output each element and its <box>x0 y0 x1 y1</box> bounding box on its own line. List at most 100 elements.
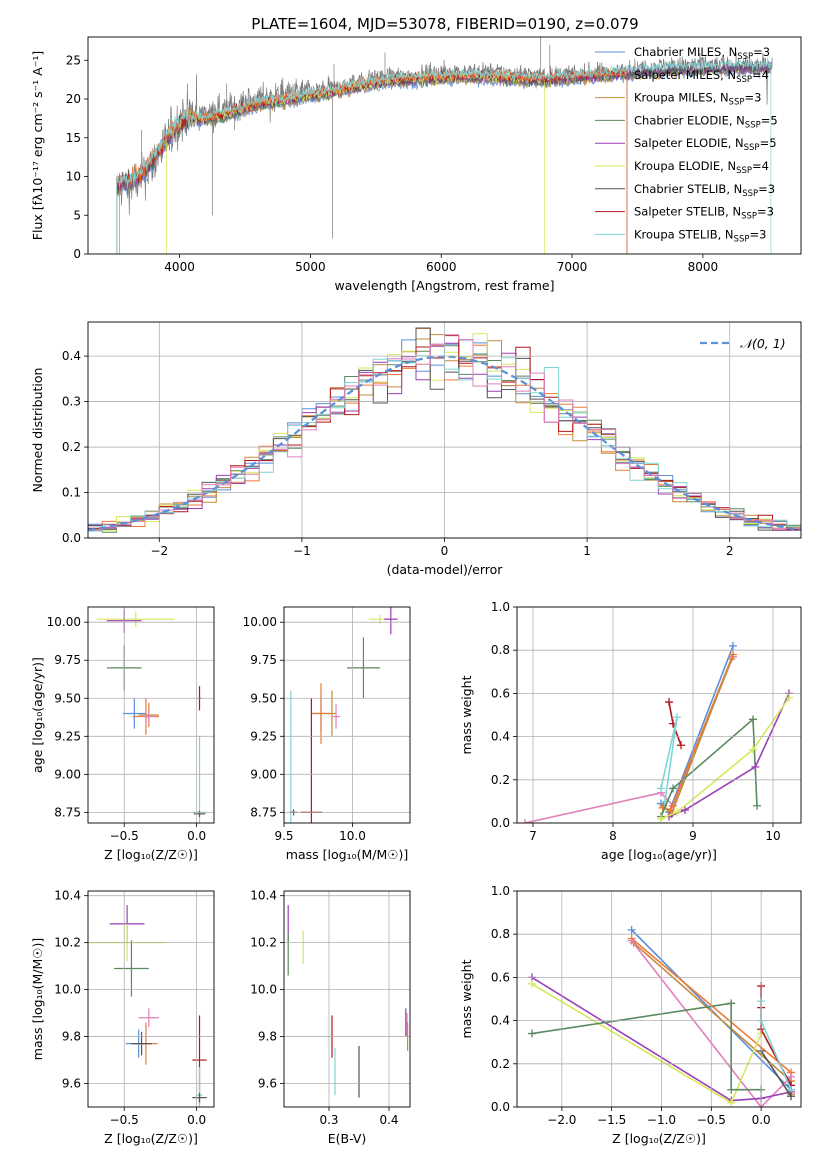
plus-marker <box>669 784 677 793</box>
legend: Chabrier MILES, NSSP=3 Salpeter MILES, NS… <box>595 45 778 244</box>
mass-weight-line <box>660 717 758 817</box>
legend-label-tail: =4 <box>752 159 769 173</box>
y-tick-label: 9.6 <box>62 1077 81 1091</box>
mass-weight-vs-Z-panel: −2.0 −1.5 −1.0 −0.5 0.0 0.0 0.2 0.4 0.6 0.8 1.0 Z [… <box>459 884 802 1146</box>
x-tick-label: 7000 <box>557 260 588 274</box>
errorbar-point <box>331 704 341 729</box>
y-tick-label: 10.0 <box>250 983 277 997</box>
plus-marker <box>521 819 529 823</box>
y-tick-label: 1.0 <box>491 600 510 614</box>
x-tick-label: 9 <box>689 829 697 843</box>
axes-frame <box>87 606 215 824</box>
axes-frame <box>87 321 802 539</box>
x-tick-label: 1 <box>583 544 591 558</box>
legend-label-subscript: SSP <box>729 98 745 108</box>
y-tick-label: 9.25 <box>250 729 277 743</box>
y-tick-label: 0.0 <box>491 1100 510 1114</box>
legend-label-subscript: SSP <box>744 143 760 153</box>
plus-marker <box>729 650 737 659</box>
mass-weight-line <box>531 976 792 1102</box>
errorbar-point <box>311 683 331 744</box>
x-tick-label: 0.4 <box>379 1113 398 1127</box>
x-axis-label: mass [log₁₀(M/M☉)] <box>286 847 408 862</box>
legend-label-tail: =3 <box>757 205 774 219</box>
x-tick-label: −0.5 <box>110 829 139 843</box>
x-tick-label: −1 <box>293 544 311 558</box>
legend-label-tail: =4 <box>752 68 769 82</box>
plus-marker <box>749 745 757 754</box>
y-axis-label: mass [log₁₀(M/M☉)] <box>30 938 45 1060</box>
plus-marker <box>753 801 761 810</box>
plus-marker <box>727 1085 736 1094</box>
y-tick-label: 0.6 <box>491 686 510 700</box>
y-tick-label: 0 <box>73 247 81 261</box>
x-tick-label: 9.5 <box>274 829 293 843</box>
errorbar-point <box>383 607 398 635</box>
y-tick-label: 10.00 <box>243 615 277 629</box>
y-axis-label: mass weight <box>459 675 474 754</box>
legend-label-text: Chabrier ELODIE, N <box>634 113 745 127</box>
y-tick-label: 0.8 <box>491 927 510 941</box>
axes-frame <box>516 890 802 1108</box>
legend-label-text: Kroupa ELODIE, N <box>634 159 736 173</box>
x-tick-label: 8 <box>609 829 617 843</box>
errorbar-point <box>193 810 206 817</box>
x-axis-label: wavelength [Angstrom, rest frame] <box>334 278 554 293</box>
spectrum-plot-area <box>116 37 773 254</box>
x-axis-label: Z [log₁₀(Z/Z☉)] <box>612 1131 706 1146</box>
legend-label-text: Salpeter ELODIE, N <box>634 136 744 150</box>
y-axis-label: Flux [fλ10⁻¹⁷ erg cm⁻² s⁻¹ A⁻¹] <box>30 51 45 240</box>
legend-label-tail: =3 <box>753 45 770 59</box>
model-spectrum-chabrier-miles <box>116 65 772 197</box>
x-tick-label: 6000 <box>426 260 457 274</box>
x-tick-label: 4000 <box>164 260 195 274</box>
errorbar-point <box>114 940 149 997</box>
axes-frame <box>516 606 802 824</box>
plus-marker <box>681 806 689 815</box>
y-tick-label: 9.6 <box>258 1077 277 1091</box>
y-tick-label: 9.00 <box>54 767 81 781</box>
y-tick-label: 0.0 <box>62 531 81 545</box>
y-tick-label: 15 <box>66 131 81 145</box>
legend-label-subscript: SSP <box>736 75 752 85</box>
legend-label-text: Salpeter STELIB, N <box>634 205 741 219</box>
mass-weight-vs-age-panel: 7 8 9 10 0.0 0.2 0.4 0.6 0.8 1.0 age [log₁₀(age/yr… <box>459 600 802 862</box>
axes-frame <box>87 890 215 1108</box>
spectrum-panel: 4000 5000 6000 7000 8000 0 5 10 15 20 25 wavelength… <box>30 36 802 293</box>
plus-marker <box>627 936 636 945</box>
axes-frame <box>87 36 802 255</box>
x-tick-label: 10.0 <box>339 829 366 843</box>
legend-entry-label: Kroupa STELIB, NSSP=3 <box>634 227 766 244</box>
x-axis-label: (data-model)/error <box>387 562 504 577</box>
mass-vs-Z-plot-area <box>88 905 207 1107</box>
mass-vs-EBV-plot-area <box>287 905 409 1098</box>
errorbar-point <box>192 1092 207 1103</box>
x-tick-label: 0.0 <box>187 1113 206 1127</box>
legend-entry-label: Chabrier MILES, NSSP=3 <box>634 45 770 62</box>
x-tick-label: 2 <box>726 544 734 558</box>
y-tick-label: 25 <box>66 53 81 67</box>
y-tick-label: 10.2 <box>250 936 277 950</box>
legend-entry-label: Salpeter MILES, NSSP=4 <box>634 68 769 85</box>
plus-marker <box>727 654 736 663</box>
y-tick-label: 9.00 <box>250 767 277 781</box>
y-tick-label: 9.50 <box>250 691 277 705</box>
y-tick-label: 0.4 <box>491 1014 510 1028</box>
errorbar-point <box>96 611 175 627</box>
legend-label-tail: =5 <box>760 136 777 150</box>
legend-label-subscript: SSP <box>742 189 758 199</box>
mass-weight-vs-age-plot-area <box>521 641 793 823</box>
legend-entry-label: Kroupa MILES, NSSP=3 <box>634 91 761 108</box>
model-spectrum-kroupa-elodie <box>166 70 545 254</box>
legend-entry-label: Chabrier ELODIE, NSSP=5 <box>634 113 778 130</box>
y-tick-label: 0.0 <box>491 816 510 830</box>
y-tick-label: 10.0 <box>54 983 81 997</box>
x-tick-label: −2.0 <box>547 1113 576 1127</box>
x-axis-label: E(B-V) <box>328 1131 367 1146</box>
plus-marker <box>627 925 636 934</box>
errorbar-point <box>122 698 146 729</box>
mass-weight-line <box>524 656 734 823</box>
legend-entry-label: Kroupa ELODIE, NSSP=4 <box>634 159 769 176</box>
x-axis-label: Z [log₁₀(Z/Z☉)] <box>104 847 198 862</box>
y-tick-label: 0.6 <box>491 970 510 984</box>
